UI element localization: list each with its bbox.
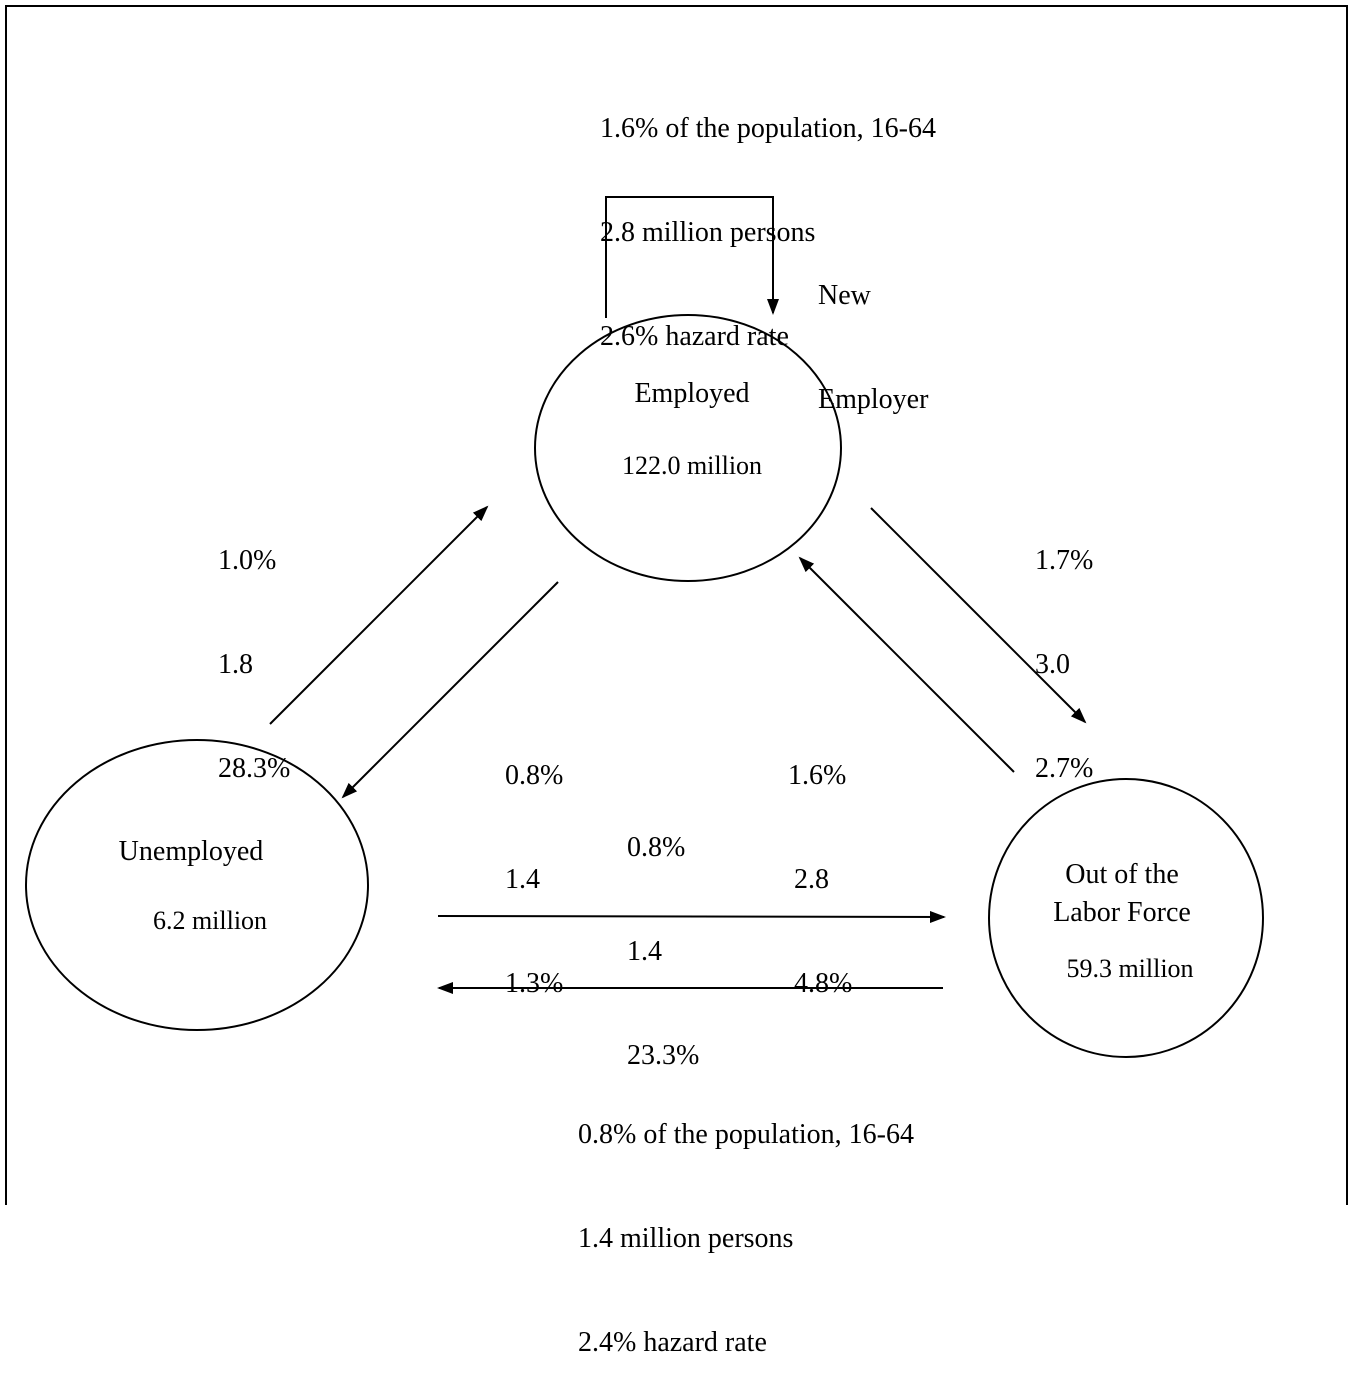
top-flow-annotation: 1.6% of the population, 16-64 2.8 millio… bbox=[600, 43, 936, 389]
employed-title: Employed bbox=[634, 378, 750, 409]
olf-value: 59.3 million bbox=[1066, 954, 1194, 983]
unemployed-to-olf-arrow bbox=[437, 910, 946, 923]
flow-ne-persons: 2.8 bbox=[794, 864, 829, 895]
employed-to-unemployed-arrow bbox=[341, 581, 559, 799]
employed-value: 122.0 million bbox=[621, 451, 763, 480]
flow-ue-hazard: 28.3% bbox=[218, 753, 291, 784]
top-flow-persons: 2.8 million persons bbox=[600, 217, 816, 248]
flow-un-persons: 1.4 bbox=[627, 936, 662, 967]
top-flow-share: 1.6% of the population, 16-64 bbox=[600, 113, 936, 144]
bottom-flow-annotation: 0.8% of the population, 16-64 1.4 millio… bbox=[578, 1049, 914, 1395]
flow-eu-share: 0.8% bbox=[505, 760, 564, 791]
olf-title-line2: Labor Force bbox=[1053, 897, 1191, 928]
flow-ne-share: 1.6% bbox=[788, 760, 847, 791]
flow-en-hazard: 2.7% bbox=[1035, 753, 1094, 784]
bottom-flow-hazard: 2.4% hazard rate bbox=[578, 1327, 767, 1358]
bottom-flow-share: 0.8% of the population, 16-64 bbox=[578, 1119, 914, 1150]
new-employer-label-line1: New bbox=[818, 280, 871, 311]
flow-ue-persons: 1.8 bbox=[218, 649, 253, 680]
flow-ne-hazard: 4.8% bbox=[794, 968, 853, 999]
flow-eu-hazard: 1.3% bbox=[505, 968, 564, 999]
bottom-flow-persons: 1.4 million persons bbox=[578, 1223, 794, 1254]
flow-diagram bbox=[25, 196, 1264, 1058]
employed-to-olf-arrow bbox=[870, 507, 1087, 724]
flow-unemployed-to-olf-label: 0.8% 1.4 23.3% bbox=[627, 762, 699, 1108]
diagram-frame bbox=[5, 5, 1348, 1205]
flow-un-share: 0.8% bbox=[627, 832, 686, 863]
unemployed-value: 6.2 million bbox=[152, 906, 268, 935]
flow-en-share: 1.7% bbox=[1035, 545, 1094, 576]
olf-node bbox=[988, 778, 1264, 1058]
flow-employed-to-unemployed-label: 0.8% 1.4 1.3% bbox=[505, 690, 563, 1036]
flow-employed-to-olf-label: 1.7% 3.0 2.7% bbox=[1035, 475, 1093, 821]
new-employer-label: New Employer bbox=[818, 210, 928, 452]
flow-un-hazard: 23.3% bbox=[627, 1040, 700, 1071]
unemployed-node bbox=[25, 739, 369, 1031]
flow-olf-to-employed-label: 1.6% 2.8 4.8% bbox=[788, 690, 852, 1036]
unemployed-title: Unemployed bbox=[118, 836, 264, 867]
flow-en-persons: 3.0 bbox=[1035, 649, 1070, 680]
employed-node bbox=[534, 314, 842, 582]
unemployed-to-employed-arrow bbox=[269, 505, 489, 725]
flow-unemployed-to-employed-label: 1.0% 1.8 28.3% bbox=[218, 475, 290, 821]
new-employer-loop-arrow bbox=[605, 196, 779, 318]
olf-title-line1: Out of the bbox=[1065, 859, 1179, 890]
top-flow-hazard: 2.6% hazard rate bbox=[600, 321, 789, 352]
olf-to-employed-arrow bbox=[798, 556, 1015, 773]
flow-ue-share: 1.0% bbox=[218, 545, 277, 576]
flow-eu-persons: 1.4 bbox=[505, 864, 540, 895]
new-employer-label-line2: Employer bbox=[818, 384, 929, 415]
